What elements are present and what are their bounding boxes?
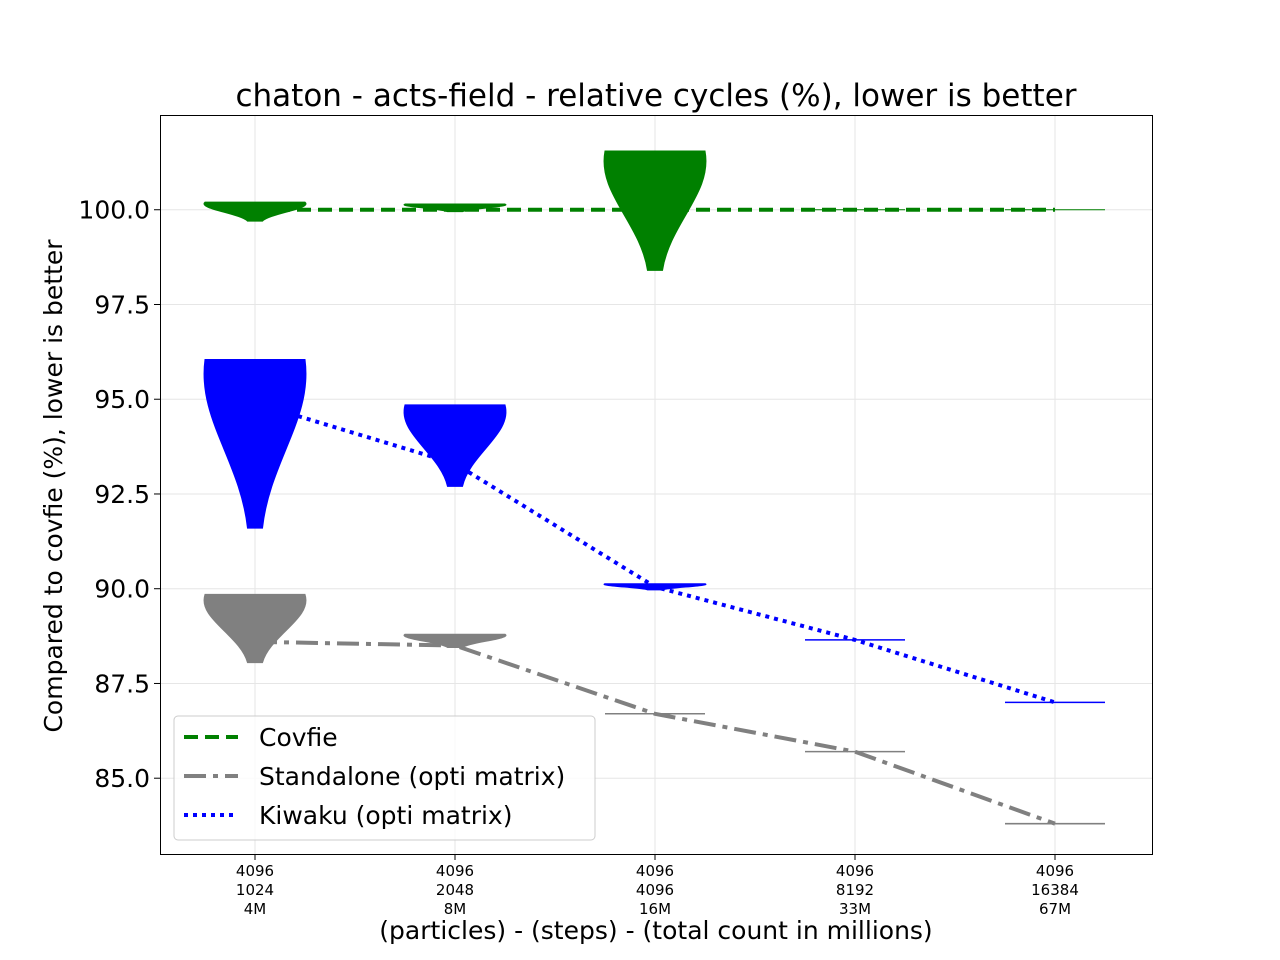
- violins: [203, 150, 1105, 825]
- x-tick-label: 8M: [444, 900, 467, 918]
- y-tick-label: 92.5: [94, 480, 150, 509]
- y-tick-label: 97.5: [94, 290, 150, 319]
- plot-frame: [160, 115, 1153, 855]
- x-tick-label: 33M: [839, 900, 871, 918]
- chart-title: chaton - acts-field - relative cycles (%…: [235, 78, 1076, 114]
- x-tick-label: 4M: [244, 900, 267, 918]
- violin: [203, 593, 307, 664]
- y-tick-label: 87.5: [94, 669, 150, 698]
- x-axis: 409610244M409620488M4096409616M409681923…: [236, 854, 1079, 918]
- x-tick-label: 16384: [1031, 881, 1079, 899]
- x-tick-label: 1024: [236, 881, 274, 899]
- y-tick-label: 85.0: [94, 764, 150, 793]
- x-tick-label: 4096: [1036, 862, 1074, 880]
- violin: [203, 358, 307, 529]
- x-tick-label: 67M: [1039, 900, 1071, 918]
- legend: Covfie Standalone (opti matrix) Kiwaku (op…: [173, 715, 596, 841]
- x-tick-label: 8192: [836, 881, 874, 899]
- y-axis: 85.0 87.5 90.0 92.5 95.0 97.5 100.0: [78, 196, 160, 793]
- legend-label: Standalone (opti matrix): [259, 762, 565, 791]
- x-tick-label: 4096: [636, 881, 674, 899]
- x-tick-label: 4096: [636, 862, 674, 880]
- series-lines: [254, 207, 1056, 826]
- legend-frame: [173, 715, 596, 841]
- y-tick-label: 95.0: [94, 385, 150, 414]
- series-line: [254, 401, 1056, 705]
- y-tick-label: 100.0: [78, 196, 150, 225]
- y-tick-label: 90.0: [94, 575, 150, 604]
- x-tick-label: 4096: [236, 862, 274, 880]
- x-axis-label: (particles) - (steps) - (total count in …: [379, 916, 932, 945]
- violin: [403, 404, 507, 487]
- legend-label: Covfie: [259, 723, 338, 752]
- x-tick-label: 2048: [436, 881, 474, 899]
- x-tick-label: 4096: [436, 862, 474, 880]
- legend-label: Kiwaku (opti matrix): [259, 801, 512, 830]
- y-axis-label: Compared to covfie (%), lower is better: [39, 239, 68, 733]
- x-tick-label: 16M: [639, 900, 671, 918]
- series-line: [254, 639, 1056, 826]
- x-tick-label: 4096: [836, 862, 874, 880]
